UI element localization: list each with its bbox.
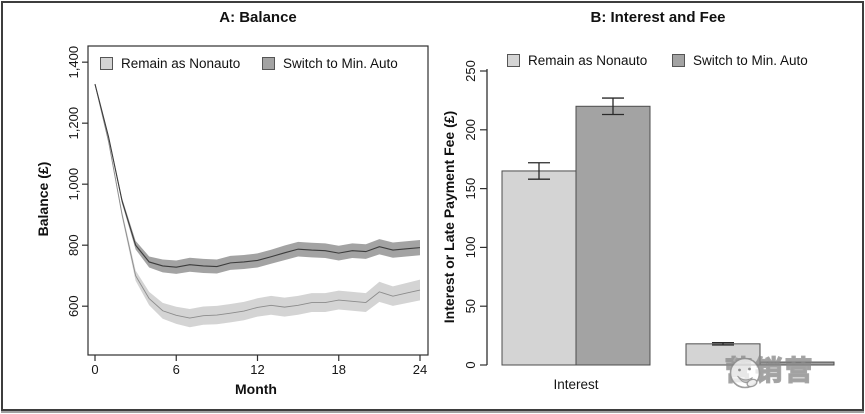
panel-a-title: A: Balance xyxy=(219,9,297,26)
y-tick-label: 250 xyxy=(463,60,478,82)
confidence-band xyxy=(95,83,420,328)
y-tick-label: 1,200 xyxy=(66,107,81,140)
confidence-band xyxy=(95,83,420,274)
y-tick-label: 50 xyxy=(463,299,478,313)
x-tick-label: 18 xyxy=(332,362,346,377)
category-label: Interest xyxy=(553,377,598,392)
balance-line-chart: 600 800 1,000 1,200 1,400 0 6 12 18 24 xyxy=(66,45,429,377)
x-tick-label: 24 xyxy=(413,362,427,377)
watermark: 营销营 xyxy=(724,349,815,389)
legend-item-minauto-a: Switch to Min. Auto xyxy=(262,55,398,71)
y-tick-label: 100 xyxy=(463,237,478,259)
legend-label-minauto: Switch to Min. Auto xyxy=(283,55,398,71)
legend-swatch-nonauto-icon xyxy=(100,56,113,70)
legend-label-nonauto: Remain as Nonauto xyxy=(121,55,241,71)
wechat-laughing-emoji-icon xyxy=(729,356,761,389)
bar xyxy=(501,170,577,366)
panel-a-ylabel: Balance (£) xyxy=(35,161,51,237)
series-line xyxy=(94,83,421,268)
y-tick-label: 1,400 xyxy=(66,46,81,79)
legend-label-minauto: Switch to Min. Auto xyxy=(693,52,808,68)
legend-swatch-nonauto-icon xyxy=(507,53,520,67)
series-line xyxy=(94,84,421,319)
panel-b-title: B: Interest and Fee xyxy=(590,9,726,26)
x-tick-label: 0 xyxy=(91,362,98,377)
legend-item-minauto-b: Switch to Min. Auto xyxy=(672,52,808,68)
y-tick-label: 800 xyxy=(66,234,81,256)
bar xyxy=(575,105,651,366)
panel-a-xlabel: Month xyxy=(235,381,277,397)
bar xyxy=(759,361,835,366)
y-tick-label: 150 xyxy=(463,178,478,200)
legend-item-nonauto-a: Remain as Nonauto xyxy=(100,55,241,71)
legend-item-nonauto-b: Remain as Nonauto xyxy=(507,52,648,68)
x-tick-label: 12 xyxy=(250,362,264,377)
y-tick-label: 600 xyxy=(66,295,81,317)
y-tick-label: 0 xyxy=(463,361,478,368)
legend-swatch-minauto-icon xyxy=(262,56,275,70)
legend-label-nonauto: Remain as Nonauto xyxy=(528,52,648,68)
y-tick-label: 1,000 xyxy=(66,168,81,201)
interest-fee-bar-chart: 0 50 100 150 200 250 Interest xyxy=(463,60,835,392)
y-tick-label: 200 xyxy=(463,119,478,141)
panel-b-ylabel: Interest or Late Payment Fee (£) xyxy=(441,110,457,324)
x-tick-label: 6 xyxy=(173,362,180,377)
legend-swatch-minauto-icon xyxy=(672,53,685,67)
